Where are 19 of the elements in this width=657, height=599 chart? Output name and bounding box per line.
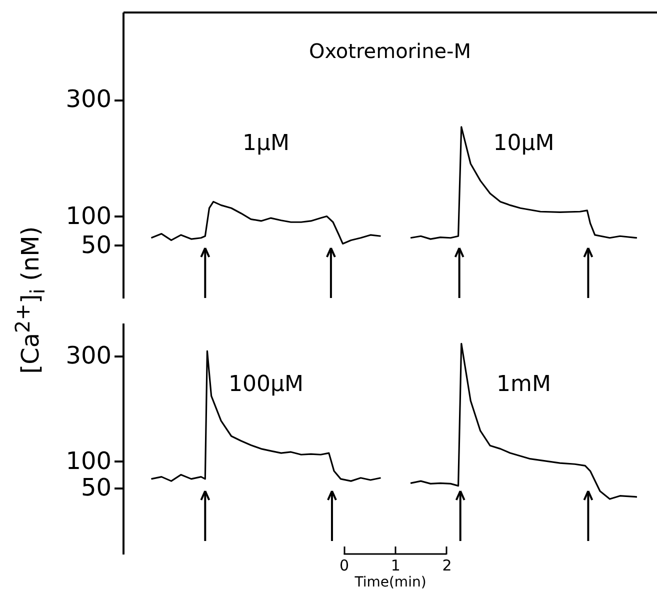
- series-label: 10μM: [493, 131, 554, 156]
- y-tick-label: 100: [66, 202, 112, 230]
- x-tick-label: 2: [442, 556, 452, 574]
- series-label: 1mM: [496, 372, 551, 397]
- text: Oxotremorine-M: [308, 39, 472, 63]
- line-series: [150, 200, 382, 245]
- x-tick-label: 1: [390, 556, 400, 574]
- line-series: [410, 342, 638, 500]
- text: 1μM: [242, 131, 290, 156]
- line-series: [410, 126, 638, 240]
- y-tick-label: 300: [66, 341, 112, 370]
- y-tick-label: 50: [80, 473, 112, 502]
- x-tick-label: 0: [340, 556, 350, 574]
- y-tick-label: 50: [80, 230, 112, 259]
- y-tick-label: 300: [66, 85, 112, 114]
- line-series: [150, 350, 382, 482]
- y-tick-label: 100: [66, 446, 112, 475]
- series-label: 100μM: [228, 372, 304, 397]
- x-axis-title: Time(min): [354, 574, 426, 590]
